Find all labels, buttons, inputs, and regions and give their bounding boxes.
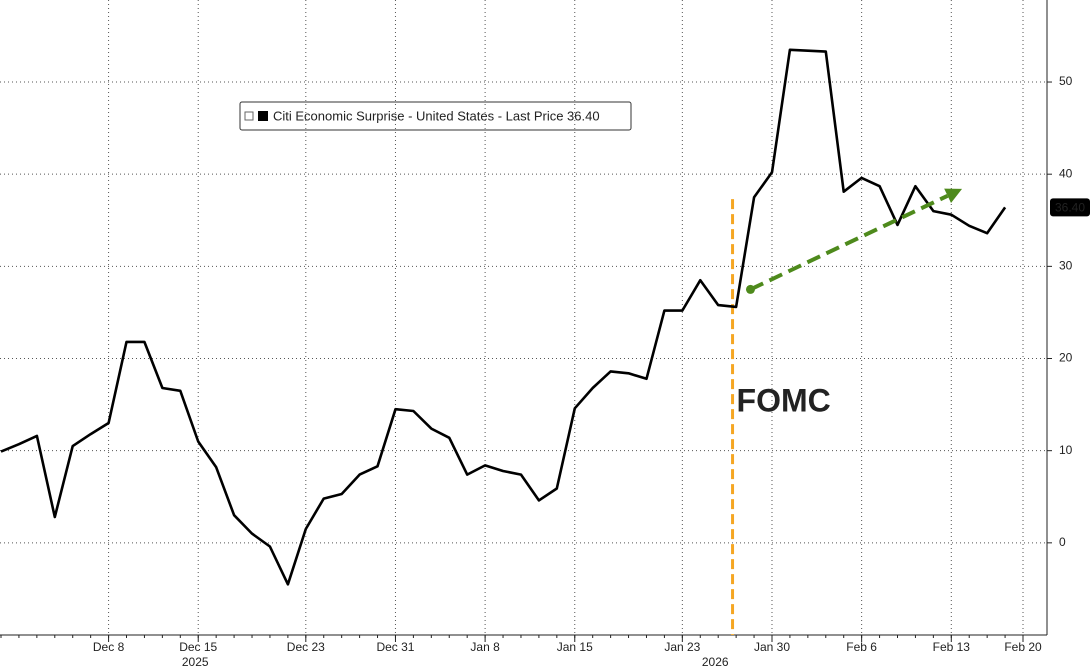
legend-box: [239, 101, 632, 131]
last-price-box: [1050, 198, 1090, 217]
x-tick-label: Dec 15: [179, 640, 217, 654]
event-label: FOMC: [737, 383, 831, 419]
x-tick-label: Jan 8: [470, 640, 500, 654]
year-label: 2025: [182, 655, 209, 669]
legend-label: Citi Economic Surprise - United States -…: [273, 108, 600, 123]
series-line: [0, 48, 1007, 586]
x-tick-label: Feb 20: [1004, 640, 1042, 654]
x-tick-label: Jan 30: [754, 640, 790, 654]
y-tick-label: 20: [1059, 351, 1073, 365]
y-tick-label: 40: [1059, 166, 1073, 180]
x-tick-label: Feb 13: [933, 640, 971, 654]
y-tick-label: 0: [1059, 535, 1066, 549]
x-tick-label: Dec 31: [376, 640, 414, 654]
y-tick-label: 30: [1059, 259, 1073, 273]
x-tick-label: Jan 15: [557, 640, 593, 654]
legend-swatch: [258, 111, 268, 121]
x-tick-label: Dec 8: [93, 640, 125, 654]
trend-arrow: [749, 193, 949, 292]
x-tick-label: Jan 23: [664, 640, 700, 654]
y-tick-label: 50: [1059, 74, 1073, 88]
arrow-start: [745, 284, 755, 294]
y-tick-label: 10: [1059, 443, 1073, 457]
x-tick-label: Dec 23: [287, 640, 325, 654]
arrow-head: [944, 188, 963, 204]
x-tick-label: Feb 6: [846, 640, 877, 654]
year-label: 2026: [702, 655, 729, 669]
legend-toggle: [244, 111, 254, 121]
last-price-label: 36.40: [1055, 201, 1085, 215]
